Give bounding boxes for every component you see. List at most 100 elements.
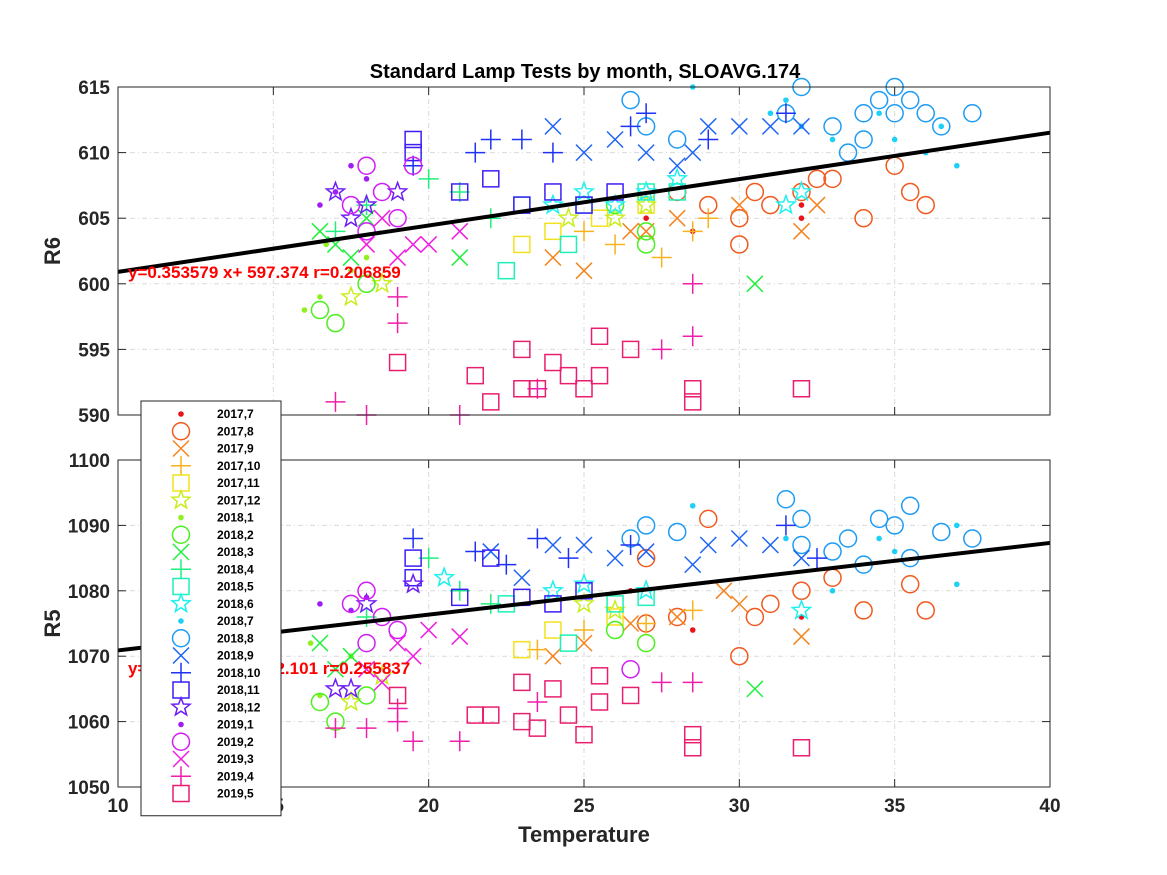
- data-point: [528, 719, 547, 737]
- data-point: [465, 142, 486, 163]
- legend-marker: [171, 559, 191, 580]
- fit-equation: y=0.353579 x+ 597.374 r=0.206859: [128, 263, 401, 282]
- data-point: [900, 90, 920, 110]
- legend-label: 2019,1: [217, 718, 254, 732]
- data-point: [404, 143, 422, 162]
- data-point: [854, 103, 873, 123]
- legend-label: 2017,12: [217, 493, 261, 507]
- data-point: [339, 285, 363, 307]
- axes-r6: y=0.353579 x+ 597.374 r=0.206859 590 595 60…: [40, 77, 1051, 427]
- data-point: [356, 718, 377, 739]
- data-point: [339, 206, 363, 228]
- data-point: [482, 706, 500, 724]
- series-2017-9: [544, 582, 810, 665]
- data-point: [403, 155, 424, 176]
- data-point: [403, 731, 424, 752]
- data-point: [451, 628, 469, 646]
- data-point: [404, 549, 422, 567]
- legend-marker: [178, 514, 184, 521]
- x-axis-label: Temperature: [518, 822, 650, 847]
- data-point: [954, 581, 960, 588]
- data-point: [590, 366, 609, 385]
- legend-marker: [171, 629, 191, 648]
- data-point: [370, 664, 394, 686]
- data-point: [730, 529, 748, 548]
- legend-marker: [171, 455, 191, 476]
- data-point: [854, 601, 873, 620]
- data-point: [699, 117, 717, 135]
- data-point: [854, 208, 873, 228]
- data-point: [730, 646, 749, 666]
- data-point: [963, 103, 982, 123]
- series-2018-10: [403, 515, 827, 575]
- legend-label: 2019,2: [217, 735, 254, 749]
- data-point: [357, 156, 376, 175]
- data-point: [590, 667, 609, 685]
- data-point: [730, 196, 748, 214]
- data-point: [823, 542, 842, 561]
- legend-marker: [178, 618, 184, 624]
- data-point: [513, 340, 531, 359]
- data-point: [643, 215, 649, 221]
- legend-label: 2019,4: [217, 769, 254, 783]
- series-2019-2: [341, 156, 423, 241]
- data-point: [418, 548, 439, 569]
- data-point: [544, 536, 562, 554]
- data-point: [403, 156, 423, 175]
- data-point: [357, 633, 376, 653]
- legend-label: 2018,12: [217, 700, 261, 714]
- data-point: [358, 660, 376, 678]
- legend-item: 2019,1: [178, 718, 254, 732]
- data-point: [420, 235, 438, 253]
- data-point: [745, 607, 765, 627]
- data-point: [497, 261, 516, 280]
- legend-item: 2019,5: [172, 784, 254, 803]
- data-point: [876, 535, 882, 542]
- data-point: [482, 170, 500, 188]
- legend-marker: [172, 543, 190, 561]
- data-point: [449, 731, 470, 752]
- data-point: [558, 548, 579, 569]
- data-point: [572, 592, 596, 614]
- data-point: [792, 549, 810, 567]
- data-point: [730, 208, 749, 228]
- data-point: [451, 249, 469, 267]
- data-point: [606, 595, 624, 613]
- data-point: [792, 222, 810, 240]
- legend-marker: [172, 439, 190, 458]
- data-point: [388, 208, 407, 228]
- legend-item: 2017,10: [171, 455, 261, 476]
- data-point: [603, 206, 627, 228]
- series-2018-4: [325, 168, 501, 242]
- series-2018-9: [544, 117, 810, 175]
- legend-item: 2017,9: [172, 439, 254, 458]
- y-tick-label: 1100: [69, 451, 110, 472]
- data-point: [363, 176, 370, 182]
- data-point: [621, 340, 640, 359]
- data-point: [465, 541, 486, 562]
- series-2019-3: [358, 621, 469, 691]
- data-point: [544, 353, 562, 372]
- series-2017-12: [339, 592, 627, 712]
- data-point: [667, 130, 687, 149]
- data-point: [792, 509, 811, 529]
- data-point: [792, 628, 810, 646]
- data-point: [511, 129, 532, 150]
- data-point: [341, 195, 361, 215]
- legend-label: 2019,5: [217, 787, 254, 801]
- data-point: [572, 572, 596, 594]
- data-point: [636, 516, 656, 535]
- legend-marker: [169, 488, 193, 510]
- y-tick-label: 610: [78, 144, 110, 165]
- data-point: [559, 366, 578, 385]
- data-point: [402, 572, 425, 594]
- data-point: [792, 739, 811, 757]
- data-point: [767, 110, 774, 117]
- data-point: [636, 235, 656, 254]
- series-2017-7: [643, 202, 805, 235]
- data-point: [776, 489, 796, 509]
- data-point: [310, 300, 330, 320]
- data-point: [480, 593, 501, 614]
- data-point: [651, 247, 672, 268]
- data-point: [482, 543, 500, 561]
